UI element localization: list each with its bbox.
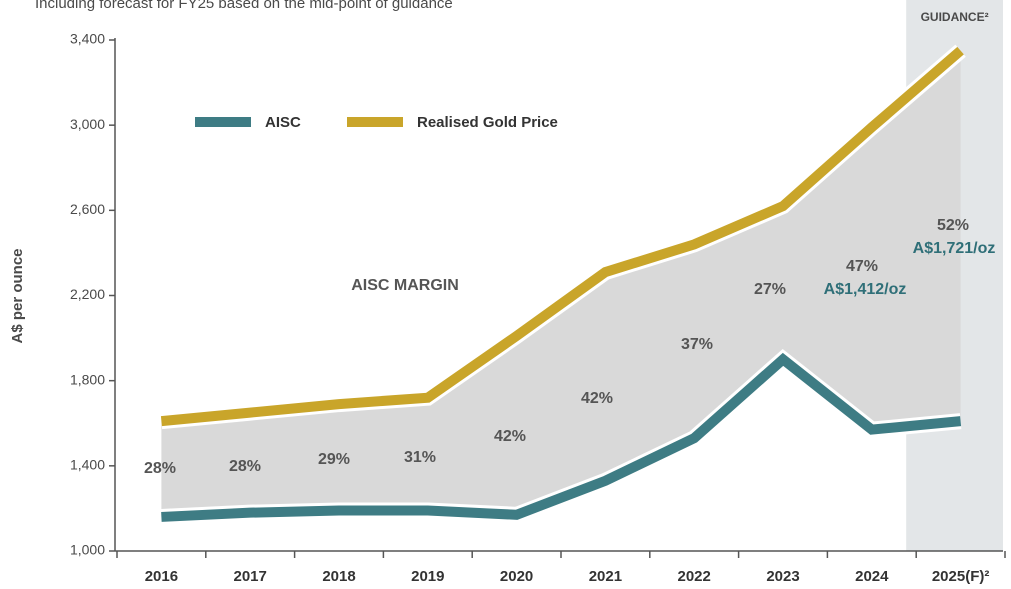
margin-amount: A$1,721/oz: [913, 240, 996, 257]
x-tick-label: 2017: [234, 568, 267, 585]
x-tick-label: 2023: [766, 568, 799, 585]
y-tick-label: 1,800: [70, 371, 105, 387]
margin-label: 31%: [404, 449, 436, 466]
margin-label: 52%: [937, 217, 969, 234]
guidance-label: GUIDANCE²: [921, 10, 989, 24]
margin-label: 29%: [318, 451, 350, 468]
x-tick-label: 2021: [589, 568, 622, 585]
margin-label: 37%: [681, 336, 713, 353]
margin-label: 28%: [229, 458, 261, 475]
y-tick-label: 1,400: [70, 457, 105, 473]
x-tick-label: 2019: [411, 568, 444, 585]
y-axis-label: A$ per ounce: [9, 248, 26, 343]
y-tick-label: 2,200: [70, 286, 105, 302]
legend-swatch: [347, 117, 403, 127]
margin-amount: A$1,412/oz: [824, 281, 907, 298]
x-tick-label: 2024: [855, 568, 889, 585]
margin-area: [161, 50, 961, 517]
y-tick-label: 2,600: [70, 201, 105, 217]
y-tick-label: 3,400: [70, 31, 105, 47]
x-tick-label: 2018: [322, 568, 355, 585]
margin-label: 42%: [494, 428, 526, 445]
x-tick-label: 2025(F)²: [932, 568, 990, 585]
margin-label: 42%: [581, 390, 613, 407]
legend-swatch: [195, 117, 251, 127]
line: [160, 46, 964, 427]
line: [161, 352, 962, 522]
x-tick-label: 2022: [678, 568, 711, 585]
legend-label: AISC: [265, 114, 301, 131]
y-tick-label: 3,000: [70, 116, 105, 132]
subtitle: Including forecast for FY25 based on the…: [35, 0, 453, 12]
y-tick-label: 1,000: [70, 542, 105, 558]
margin-label: 27%: [754, 281, 786, 298]
area-label: AISC MARGIN: [351, 277, 459, 294]
legend-label: Realised Gold Price: [417, 114, 558, 131]
x-tick-label: 2020: [500, 568, 533, 585]
margin-label: 28%: [144, 460, 176, 477]
x-tick-label: 2016: [145, 568, 178, 585]
margin-label: 47%: [846, 258, 878, 275]
